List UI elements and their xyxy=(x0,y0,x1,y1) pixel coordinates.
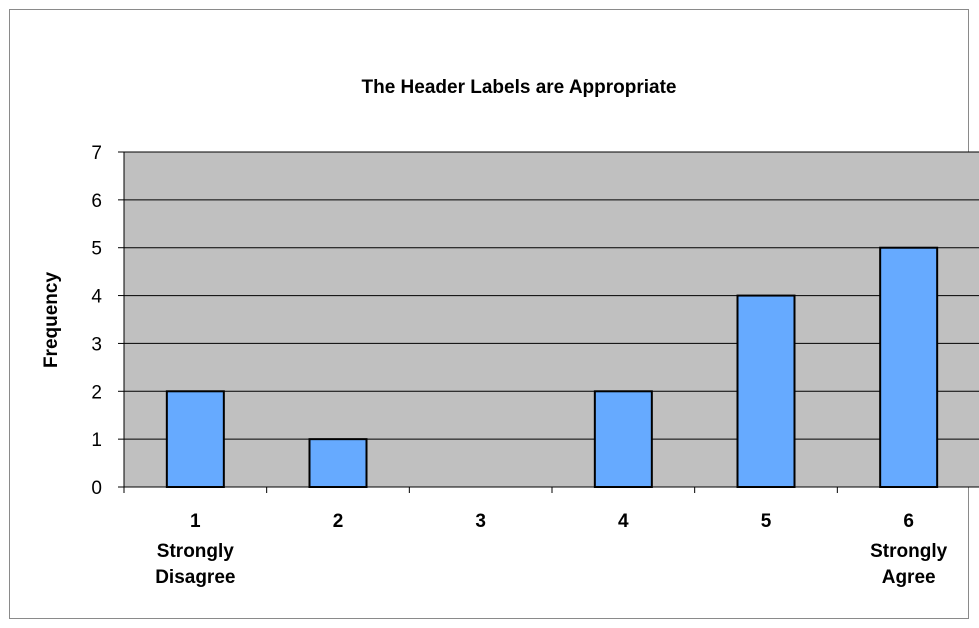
y-tick-label: 1 xyxy=(91,430,102,451)
y-axis-label: Frequency xyxy=(41,272,62,369)
bar-5 xyxy=(736,294,796,489)
chart-title: The Header Labels are Appropriate xyxy=(361,77,676,98)
x-tick-sublabel: Disagree xyxy=(155,567,235,588)
x-tick-label: 1 xyxy=(190,511,201,532)
bar-1 xyxy=(165,390,225,488)
x-tick-sublabel: Agree xyxy=(882,567,936,588)
bar-4 xyxy=(593,390,653,488)
y-tick-label: 0 xyxy=(91,478,102,499)
plot-area: 0 1 2 3 4 5 6 7 1 Strongly Disagree 2 3 4 5 6 Strongly Ag… xyxy=(91,143,979,588)
y-tick-label: 7 xyxy=(91,143,102,164)
x-tick-sublabel: Strongly xyxy=(157,541,234,562)
x-tick-label: 5 xyxy=(761,511,772,532)
plot-background xyxy=(124,152,979,487)
bar-6 xyxy=(879,246,939,488)
x-tick-sublabel: Strongly xyxy=(870,541,947,562)
x-tick-label: 3 xyxy=(475,511,486,532)
y-tick-label: 6 xyxy=(91,191,102,212)
y-tick-label: 2 xyxy=(91,382,102,403)
x-tick-label: 2 xyxy=(333,511,344,532)
x-tick-label: 6 xyxy=(903,511,914,532)
y-tick-label: 4 xyxy=(91,287,102,308)
y-tick-label: 3 xyxy=(91,334,102,355)
y-tick-label: 5 xyxy=(91,239,102,260)
x-tick-label: 4 xyxy=(618,511,629,532)
bar-2 xyxy=(308,438,368,488)
